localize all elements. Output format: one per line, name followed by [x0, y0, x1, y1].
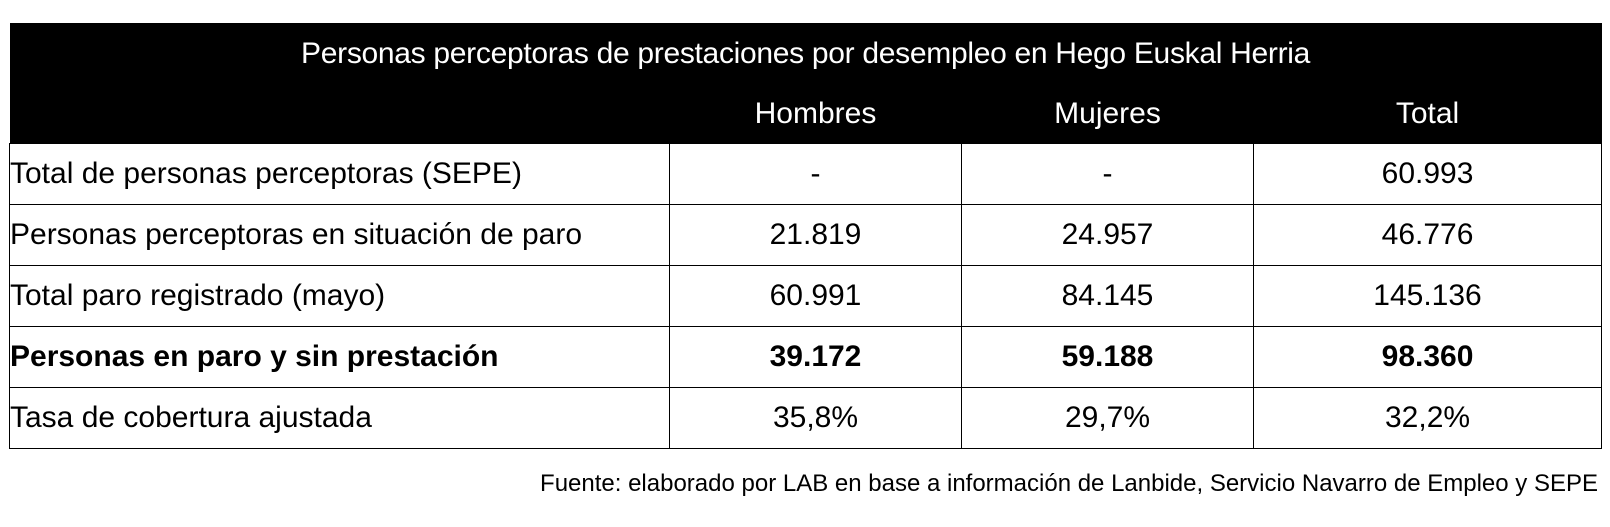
column-header-mujeres: Mujeres	[961, 85, 1254, 143]
row-label: Personas perceptoras en situación de par…	[9, 203, 670, 266]
cell-mujeres: 29,7%	[961, 386, 1254, 449]
cell-hombres: -	[669, 142, 962, 205]
table-row-highlight: Personas en paro y sin prestación 39.172…	[9, 325, 1603, 388]
table-title: Personas perceptoras de prestaciones por…	[9, 23, 1602, 85]
cell-total: 32,2%	[1252, 386, 1603, 449]
cell-mujeres: -	[961, 142, 1254, 205]
cell-hombres: 21.819	[669, 203, 962, 266]
cell-mujeres: 24.957	[961, 203, 1254, 266]
table-row: Tasa de cobertura ajustada 35,8% 29,7% 3…	[9, 386, 1603, 449]
source-note: Fuente: elaborado por LAB en base a info…	[540, 470, 1598, 497]
cell-mujeres: 84.145	[961, 264, 1254, 327]
cell-hombres: 39.172	[669, 325, 962, 388]
cell-mujeres: 59.188	[961, 325, 1254, 388]
column-header-hombres: Hombres	[669, 85, 962, 143]
cell-hombres: 60.991	[669, 264, 962, 327]
table-row: Personas perceptoras en situación de par…	[9, 203, 1603, 266]
coverage-table: Personas perceptoras de prestaciones por…	[9, 23, 1603, 449]
cell-total: 46.776	[1252, 203, 1603, 266]
row-label: Total paro registrado (mayo)	[9, 264, 670, 327]
row-label: Total de personas perceptoras (SEPE)	[9, 142, 670, 205]
column-header-total: Total	[1253, 85, 1602, 143]
column-header-row: Hombres Mujeres Total	[9, 85, 1602, 143]
table-row: Total paro registrado (mayo) 60.991 84.1…	[9, 264, 1603, 327]
cell-total: 98.360	[1252, 325, 1603, 388]
table-row: Total de personas perceptoras (SEPE) - -…	[9, 142, 1603, 205]
column-header-empty	[9, 85, 670, 143]
row-label: Personas en paro y sin prestación	[9, 325, 670, 388]
row-label: Tasa de cobertura ajustada	[9, 386, 670, 449]
cell-total: 60.993	[1252, 142, 1603, 205]
cell-hombres: 35,8%	[669, 386, 962, 449]
table-title-row: Personas perceptoras de prestaciones por…	[9, 23, 1602, 85]
cell-total: 145.136	[1252, 264, 1603, 327]
